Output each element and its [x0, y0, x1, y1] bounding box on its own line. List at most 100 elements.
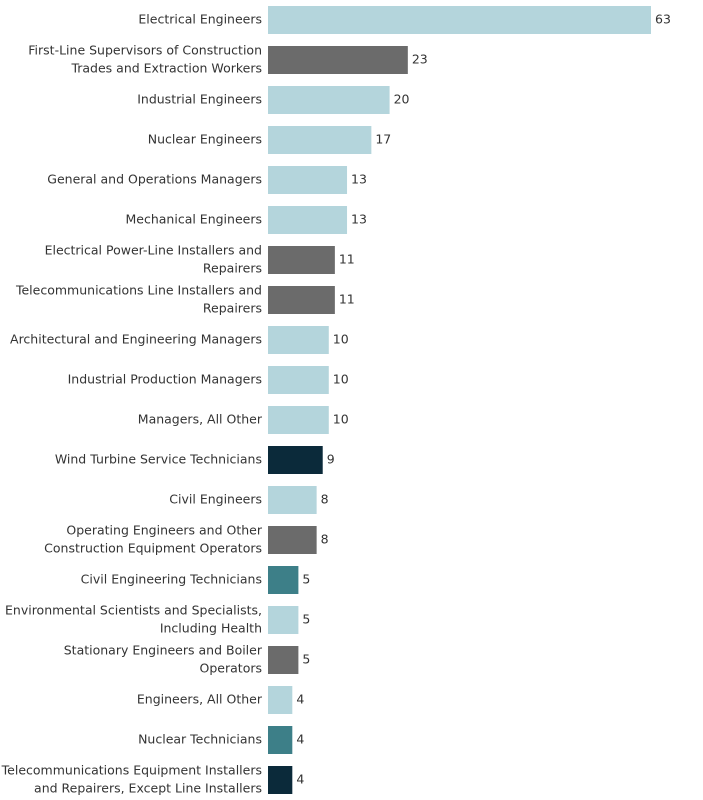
- bar-row: Operating Engineers and Other Constructio…: [44, 523, 328, 556]
- bar-row: Managers, All Other 10: [138, 406, 349, 434]
- bar: [268, 246, 335, 274]
- category-label: Environmental Scientists and Specialists…: [5, 603, 262, 636]
- bar-row: Civil Engineers 8: [169, 486, 329, 514]
- category-label: Wind Turbine Service Technicians: [55, 452, 262, 467]
- bar-row: Industrial Production Managers 10: [68, 366, 349, 394]
- bar: [268, 726, 293, 754]
- category-label-line: Engineers, All Other: [137, 692, 263, 707]
- value-label: 10: [333, 332, 349, 347]
- bar-row: Electrical Engineers 63: [138, 6, 671, 34]
- bar: [268, 766, 293, 794]
- category-label: Engineers, All Other: [137, 692, 263, 707]
- bar: [268, 446, 323, 474]
- bar: [268, 166, 348, 194]
- category-label-line: Repairers: [203, 261, 262, 276]
- bar: [268, 566, 299, 594]
- bar-row: Civil Engineering Technicians 5: [81, 566, 310, 594]
- category-label: Telecommunications Line Installers and Re…: [15, 283, 262, 316]
- value-label: 20: [394, 92, 410, 107]
- value-label: 8: [321, 532, 329, 547]
- value-label: 4: [296, 692, 304, 707]
- category-label-line: Mechanical Engineers: [126, 212, 263, 227]
- category-label: Stationary Engineers and Boiler Operators: [64, 643, 263, 676]
- category-label: Civil Engineers: [169, 492, 262, 507]
- category-label-line: and Repairers, Except Line Installers: [34, 781, 262, 796]
- bar-row: Stationary Engineers and Boiler Operators…: [64, 643, 311, 676]
- category-label-line: Industrial Production Managers: [68, 372, 262, 387]
- value-label: 63: [655, 12, 671, 27]
- bar: [268, 286, 335, 314]
- category-label: Industrial Engineers: [137, 92, 262, 107]
- category-label-line: Telecommunications Line Installers and: [15, 283, 262, 298]
- category-label-line: Telecommunications Equipment Installers: [1, 763, 262, 778]
- category-label-line: Operating Engineers and Other: [66, 523, 262, 538]
- bar-row: Nuclear Technicians 4: [138, 726, 304, 754]
- category-label: Electrical Engineers: [138, 12, 262, 27]
- category-label: Electrical Power-Line Installers and Repa…: [45, 243, 262, 276]
- value-label: 4: [296, 732, 304, 747]
- category-label: Civil Engineering Technicians: [81, 572, 262, 587]
- value-label: 23: [412, 52, 428, 67]
- category-label-line: Industrial Engineers: [137, 92, 262, 107]
- category-label-line: First-Line Supervisors of Construction: [28, 43, 262, 58]
- category-label-line: Construction Equipment Operators: [44, 541, 262, 556]
- value-label: 10: [333, 412, 349, 427]
- bar: [268, 606, 299, 634]
- category-label-line: Trades and Extraction Workers: [70, 61, 262, 76]
- bar-row: Wind Turbine Service Technicians 9: [55, 446, 335, 474]
- category-label-line: Environmental Scientists and Specialists…: [5, 603, 262, 618]
- category-label-line: Architectural and Engineering Managers: [10, 332, 262, 347]
- category-label: Nuclear Engineers: [148, 132, 262, 147]
- category-label-line: Managers, All Other: [138, 412, 263, 427]
- category-label-line: Nuclear Technicians: [138, 732, 262, 747]
- bar-row: Industrial Engineers 20: [137, 86, 410, 114]
- value-label: 8: [321, 492, 329, 507]
- value-label: 5: [302, 652, 310, 667]
- value-label: 13: [351, 212, 367, 227]
- category-label: Telecommunications Equipment Installers a…: [1, 763, 262, 796]
- value-label: 11: [339, 292, 355, 307]
- category-label-line: Repairers: [203, 301, 262, 316]
- category-label-line: Electrical Power-Line Installers and: [45, 243, 262, 258]
- bar: [268, 686, 293, 714]
- category-label-line: General and Operations Managers: [47, 172, 262, 187]
- bar-row: Mechanical Engineers 13: [126, 206, 367, 234]
- value-label: 17: [375, 132, 391, 147]
- category-label-line: Electrical Engineers: [138, 12, 262, 27]
- category-label: Managers, All Other: [138, 412, 263, 427]
- bar-row: Electrical Power-Line Installers and Repa…: [45, 243, 355, 276]
- value-label: 11: [339, 252, 355, 267]
- value-label: 10: [333, 372, 349, 387]
- category-label: Mechanical Engineers: [126, 212, 263, 227]
- value-label: 9: [327, 452, 335, 467]
- category-label-line: Operators: [200, 661, 262, 676]
- category-label-line: Including Health: [160, 621, 262, 636]
- category-label: First-Line Supervisors of Construction Tr…: [28, 43, 262, 76]
- category-label: Nuclear Technicians: [138, 732, 262, 747]
- bar-row: Engineers, All Other 4: [137, 686, 304, 714]
- bar: [268, 86, 390, 114]
- bar: [268, 206, 348, 234]
- value-label: 5: [302, 572, 310, 587]
- bar: [268, 646, 299, 674]
- bar: [268, 526, 317, 554]
- bar: [268, 6, 651, 34]
- bar-row: General and Operations Managers 13: [47, 166, 367, 194]
- bar-row: Telecommunications Equipment Installers a…: [1, 763, 305, 796]
- bar: [268, 46, 408, 74]
- category-label: Industrial Production Managers: [68, 372, 262, 387]
- value-label: 4: [296, 772, 304, 787]
- bar-row: Nuclear Engineers 17: [148, 126, 391, 154]
- bar-row: Architectural and Engineering Managers 10: [10, 326, 349, 354]
- category-label-line: Civil Engineering Technicians: [81, 572, 262, 587]
- value-label: 5: [302, 612, 310, 627]
- bar: [268, 406, 329, 434]
- bar-row: Telecommunications Line Installers and Re…: [15, 283, 355, 316]
- category-label-line: Wind Turbine Service Technicians: [55, 452, 262, 467]
- bar-row: First-Line Supervisors of Construction Tr…: [28, 43, 427, 76]
- bar-row: Environmental Scientists and Specialists…: [5, 603, 310, 636]
- category-label: Architectural and Engineering Managers: [10, 332, 262, 347]
- value-label: 13: [351, 172, 367, 187]
- category-label-line: Stationary Engineers and Boiler: [64, 643, 263, 658]
